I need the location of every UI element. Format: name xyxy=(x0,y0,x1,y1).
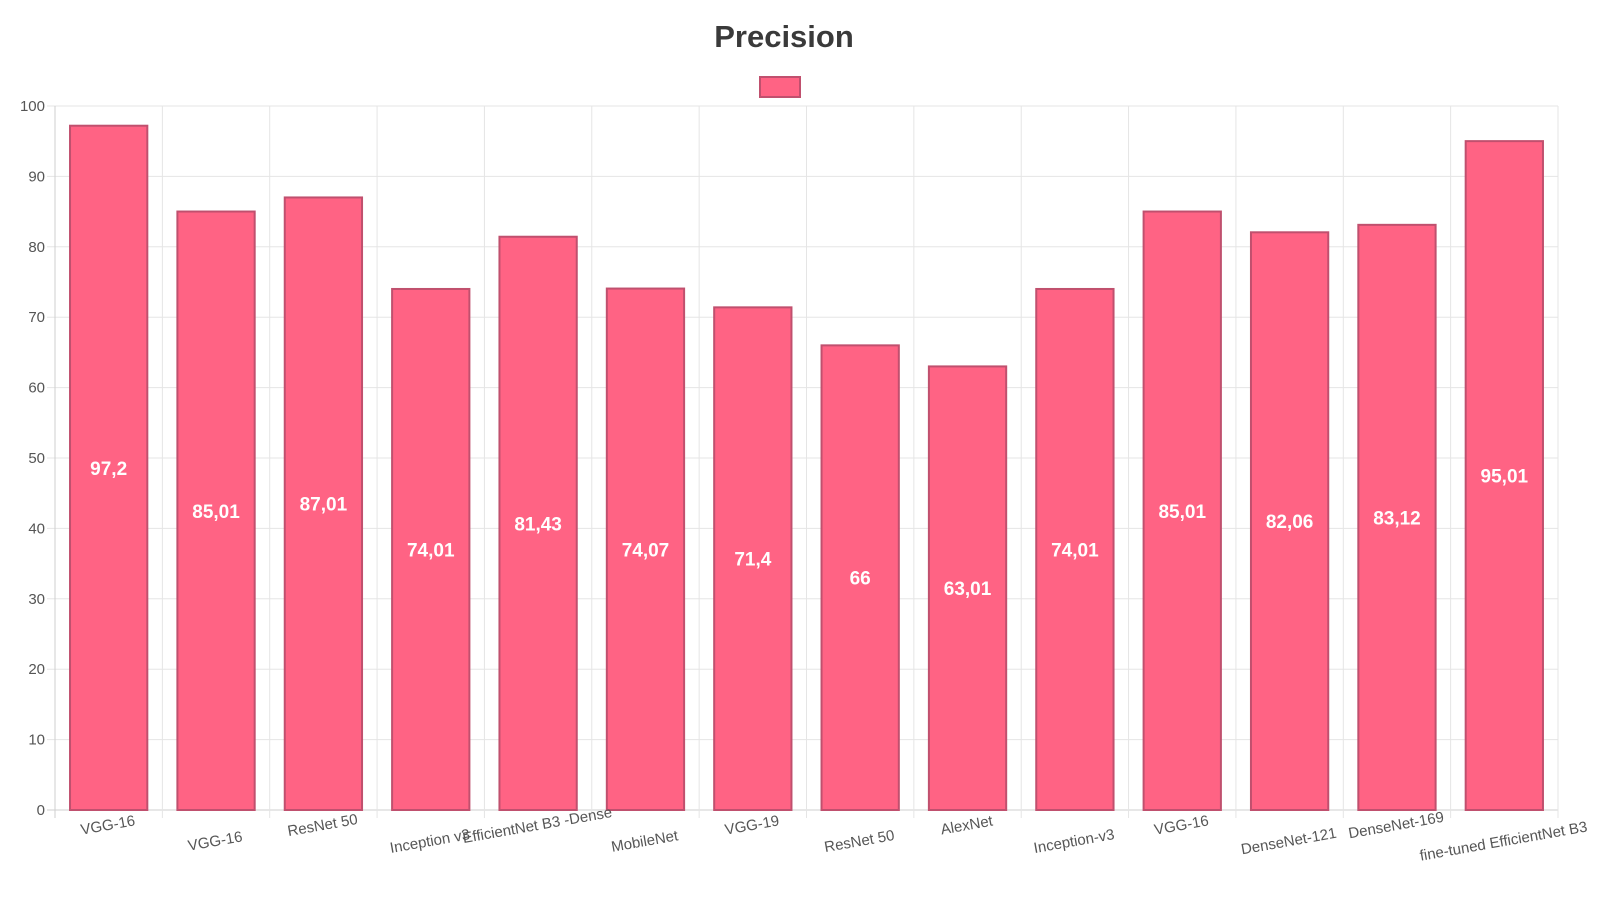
y-tick-label: 80 xyxy=(28,239,45,256)
x-tick-label: ResNet 50 xyxy=(286,811,359,840)
bar[interactable] xyxy=(498,235,578,812)
x-tick-label: VGG-16 xyxy=(1153,812,1210,838)
bars xyxy=(69,124,1544,812)
grid xyxy=(47,105,1559,818)
bar-value-label: 83,12 xyxy=(1373,508,1421,529)
y-tick-label: 10 xyxy=(28,732,45,749)
y-tick-label: 40 xyxy=(28,520,45,537)
bar[interactable] xyxy=(927,365,1008,811)
x-tick-label: MobileNet xyxy=(610,827,680,856)
bar[interactable] xyxy=(69,124,149,812)
x-tick-label: VGG-16 xyxy=(187,828,244,854)
x-tick-label: AlexNet xyxy=(939,812,994,838)
x-tick-label: DenseNet-121 xyxy=(1240,825,1338,859)
bar[interactable] xyxy=(605,287,686,812)
bar-value-label: 71,4 xyxy=(734,550,771,571)
bar-value-label: 85,01 xyxy=(192,502,240,523)
bar-value-label: 87,01 xyxy=(300,495,348,516)
bar[interactable] xyxy=(713,306,793,811)
y-tick-label: 20 xyxy=(28,661,45,678)
bar-value-label: 66 xyxy=(850,569,871,590)
bar-value-label: 74,01 xyxy=(1051,540,1099,561)
bar[interactable] xyxy=(1142,210,1222,811)
bar[interactable] xyxy=(820,344,900,811)
bar[interactable] xyxy=(1357,223,1437,811)
y-tick-label: 100 xyxy=(20,98,45,115)
bar[interactable] xyxy=(176,210,256,811)
y-tick-label: 90 xyxy=(28,168,45,185)
value-labels: 97,2 85,01 87,01 74,01 81,43 74,07 71,4 66 63,01… xyxy=(90,459,1528,600)
x-tick-label: ResNet 50 xyxy=(823,827,896,856)
bar-value-label: 63,01 xyxy=(944,579,992,600)
x-tick-label: Inception v3 xyxy=(389,826,472,857)
y-axis-ticks: 0 10 20 30 40 50 60 70 80 90 100 xyxy=(20,98,45,819)
chart-title: Precision xyxy=(714,19,854,54)
y-tick-label: 30 xyxy=(28,591,45,608)
y-tick-label: 70 xyxy=(28,309,45,326)
x-tick-label: VGG-19 xyxy=(723,812,780,838)
bar[interactable] xyxy=(1035,287,1115,811)
bar-value-label: 81,43 xyxy=(514,514,562,535)
legend-swatch[interactable] xyxy=(759,76,801,98)
bar-value-label: 95,01 xyxy=(1481,467,1529,488)
x-tick-label: DenseNet-169 xyxy=(1347,809,1445,843)
bar-value-label: 74,01 xyxy=(407,540,455,561)
bar-value-label: 97,2 xyxy=(90,459,127,480)
bar[interactable] xyxy=(283,196,364,812)
bar[interactable] xyxy=(391,287,471,811)
y-tick-label: 60 xyxy=(28,380,45,397)
x-tick-label: VGG-16 xyxy=(79,812,136,838)
y-tick-label: 0 xyxy=(37,802,45,819)
x-tick-label: Inception-v3 xyxy=(1032,826,1115,857)
bar[interactable] xyxy=(1249,231,1330,811)
bar-value-label: 82,06 xyxy=(1266,512,1314,533)
bar[interactable] xyxy=(1464,140,1544,812)
bar-value-label: 85,01 xyxy=(1158,502,1206,523)
bar-value-label: 74,07 xyxy=(622,540,670,561)
y-tick-label: 50 xyxy=(28,450,45,467)
